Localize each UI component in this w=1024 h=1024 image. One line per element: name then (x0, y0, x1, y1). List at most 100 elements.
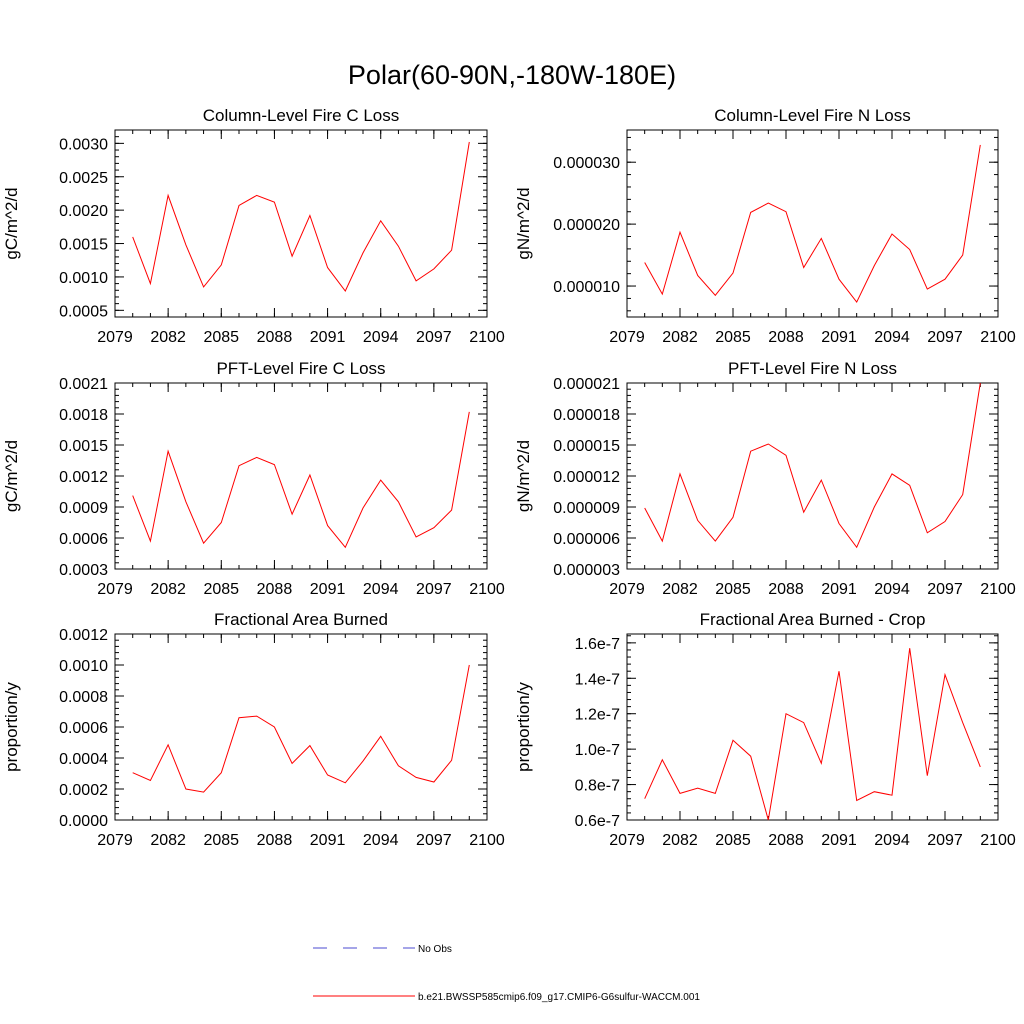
y-tick-label: 0.0012 (59, 469, 108, 486)
y-tick-label: 0.0008 (59, 689, 108, 706)
panel-title: PFT-Level Fire C Loss (216, 359, 385, 378)
x-tick-label: 2088 (257, 832, 293, 849)
panels: 2079 2082 2085 2088 2091 2094 2097 2100 0.0005 0.… (2, 106, 1016, 849)
y-tick-label: 0.0010 (59, 270, 108, 287)
x-tick-label: 2094 (363, 832, 399, 849)
y-tick-label: 0.0006 (59, 720, 108, 737)
x-tick-label: 2082 (150, 329, 186, 346)
x-tick-label: 2100 (980, 329, 1016, 346)
plot-frame (626, 129, 999, 318)
x-tick-label: 2100 (469, 832, 505, 849)
y-tick-label: 0.000015 (553, 438, 620, 455)
y-tick-label: 1.0e-7 (575, 742, 620, 759)
x-tick-label: 2097 (416, 581, 452, 598)
x-tick-label: 2097 (927, 832, 963, 849)
figure-title: Polar(60-90N,-180W-180E) (348, 60, 676, 90)
panel-4: 2079 2082 2085 2088 2091 2094 2097 2100 0.0000 0.… (2, 610, 505, 849)
y-axis-label: gN/m^2/d (514, 187, 533, 259)
y-tick-label: 0.6e-7 (575, 813, 620, 830)
y-tick-label: 0.0018 (59, 407, 108, 424)
y-tick-label: 0.0010 (59, 658, 108, 675)
plot-frame (114, 129, 488, 318)
y-tick-label: 0.0015 (59, 237, 108, 254)
x-tick-label: 2094 (874, 581, 910, 598)
series-line (644, 648, 981, 821)
y-tick-label: 0.0012 (59, 627, 108, 644)
x-tick-label: 2085 (715, 329, 751, 346)
x-tick-label: 2085 (203, 832, 239, 849)
x-tick-label: 2094 (874, 832, 910, 849)
x-tick-label: 2097 (927, 581, 963, 598)
y-tick-label: 0.000012 (553, 469, 620, 486)
x-tick-label: 2082 (150, 581, 186, 598)
x-tick-label: 2088 (768, 581, 804, 598)
x-tick-label: 2100 (980, 832, 1016, 849)
series-line (644, 382, 981, 549)
x-tick-label: 2097 (416, 832, 452, 849)
x-tick-label: 2085 (715, 832, 751, 849)
y-tick-label: 0.0015 (59, 438, 108, 455)
x-tick-label: 2091 (821, 581, 857, 598)
panel-0: 2079 2082 2085 2088 2091 2094 2097 2100 0.0005 0.… (2, 106, 505, 346)
series-line (132, 411, 470, 549)
legend-label-no-obs: No Obs (418, 944, 452, 955)
panel-title: PFT-Level Fire N Loss (728, 359, 897, 378)
y-tick-label: 0.000006 (553, 531, 620, 548)
y-tick-label: 0.000018 (553, 407, 620, 424)
legend: No Obs b.e21.BWSSP585cmip6.f09_g17.CMIP6… (313, 944, 700, 1003)
x-tick-label: 2082 (662, 581, 698, 598)
x-tick-label: 2082 (662, 329, 698, 346)
plot-frame (626, 382, 999, 570)
y-axis-label: gC/m^2/d (2, 440, 21, 512)
x-tick-label: 2097 (927, 329, 963, 346)
y-tick-label: 0.8e-7 (575, 778, 620, 795)
panel-3: 2079 2082 2085 2088 2091 2094 2097 2100 0.000003… (514, 359, 1016, 598)
x-tick-label: 2091 (821, 329, 857, 346)
y-axis-label: gC/m^2/d (2, 187, 21, 259)
y-tick-label: 1.4e-7 (575, 671, 620, 688)
x-tick-label: 2094 (874, 329, 910, 346)
x-tick-label: 2085 (203, 581, 239, 598)
x-tick-label: 2100 (980, 581, 1016, 598)
x-tick-label: 2079 (97, 581, 133, 598)
panel-5: 2079 2082 2085 2088 2091 2094 2097 2100 0.6e-7 0.… (514, 610, 1016, 849)
x-tick-label: 2082 (150, 832, 186, 849)
y-tick-label: 0.000030 (553, 155, 620, 172)
panel-title: Fractional Area Burned (214, 610, 388, 629)
x-tick-label: 2088 (768, 329, 804, 346)
plot-frame (114, 633, 488, 821)
x-tick-label: 2079 (609, 329, 645, 346)
x-tick-label: 2091 (310, 832, 346, 849)
y-tick-label: 0.000021 (553, 376, 620, 393)
x-tick-label: 2100 (469, 581, 505, 598)
x-tick-label: 2088 (257, 581, 293, 598)
x-tick-label: 2079 (609, 832, 645, 849)
y-tick-label: 1.6e-7 (575, 636, 620, 653)
y-tick-label: 0.000020 (553, 217, 620, 234)
y-tick-label: 1.2e-7 (575, 707, 620, 724)
y-tick-label: 0.0009 (59, 500, 108, 517)
y-tick-label: 0.0004 (59, 751, 108, 768)
x-tick-label: 2097 (416, 329, 452, 346)
series-line (132, 141, 470, 292)
y-tick-label: 0.000009 (553, 500, 620, 517)
y-tick-label: 0.0030 (59, 136, 108, 153)
y-axis-label: proportion/y (514, 682, 533, 772)
x-tick-label: 2094 (363, 329, 399, 346)
y-tick-label: 0.0021 (59, 376, 108, 393)
plot-frame (114, 382, 488, 570)
y-tick-label: 0.000003 (553, 562, 620, 579)
x-tick-label: 2088 (257, 329, 293, 346)
panel-title: Column-Level Fire C Loss (203, 106, 400, 125)
panel-1: 2079 2082 2085 2088 2091 2094 2097 2100 0.000010… (514, 106, 1016, 346)
x-tick-label: 2082 (662, 832, 698, 849)
y-tick-label: 0.000010 (553, 279, 620, 296)
x-tick-label: 2079 (97, 832, 133, 849)
x-tick-label: 2091 (310, 581, 346, 598)
x-tick-label: 2091 (821, 832, 857, 849)
panel-title: Fractional Area Burned - Crop (700, 610, 926, 629)
y-tick-label: 0.0020 (59, 203, 108, 220)
legend-label-model: b.e21.BWSSP585cmip6.f09_g17.CMIP6-G6sulf… (418, 992, 700, 1003)
y-tick-label: 0.0025 (59, 170, 108, 187)
